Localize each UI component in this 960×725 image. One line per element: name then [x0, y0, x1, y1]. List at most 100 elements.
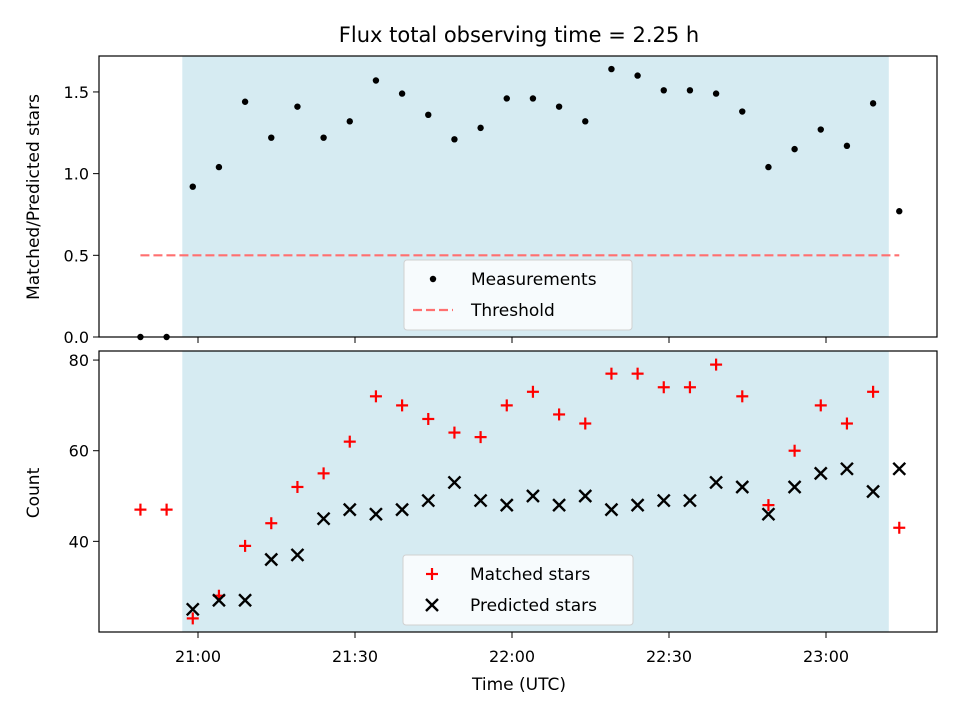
- measurement-point: [398, 90, 406, 97]
- matched-star-point: [448, 426, 461, 439]
- predicted-star-point: [604, 502, 619, 517]
- x-tick-label: 22:30: [646, 647, 692, 666]
- predicted-star-point: [473, 493, 488, 508]
- measurement-point: [320, 134, 327, 141]
- legend-box: [403, 259, 633, 331]
- predicted-star-point: [761, 507, 776, 522]
- measurement-point: [765, 163, 772, 171]
- matched-star-point: [343, 435, 356, 448]
- matched-star-point: [788, 444, 801, 457]
- predicted-star-point: [656, 493, 671, 508]
- matched-star-point: [631, 367, 644, 380]
- measurement-point: [712, 90, 720, 97]
- matched-star-point: [657, 381, 670, 394]
- measurement-point: [582, 118, 589, 125]
- predicted-star-point: [212, 593, 226, 608]
- measurement-point: [634, 72, 641, 79]
- measurement-point: [843, 142, 851, 150]
- measurement-point: [189, 183, 196, 190]
- legend-box: [402, 554, 634, 626]
- measurement-point: [660, 87, 667, 94]
- matched-star-point: [396, 399, 409, 412]
- matched-star-point: [369, 390, 382, 403]
- predicted-star-point: [683, 493, 697, 508]
- predicted-star-point: [185, 602, 200, 617]
- measurement-point: [686, 87, 694, 94]
- y-tick-label: 1.5: [64, 83, 89, 102]
- measurement-point: [294, 103, 301, 110]
- predicted-star-point: [499, 498, 514, 512]
- y-tick-label: 0.0: [64, 328, 89, 347]
- x-axis-label: Time (UTC): [471, 675, 566, 695]
- measurement-point: [817, 126, 824, 133]
- predicted-star-point: [421, 493, 436, 508]
- predicted-star-point: [735, 480, 750, 494]
- matched-star-point: [840, 417, 853, 430]
- predicted-star-point: [787, 480, 802, 494]
- top-y-axis-label: Matched/Predicted stars: [24, 94, 44, 300]
- matched-star-point: [526, 385, 539, 398]
- matched-star-point: [160, 503, 173, 516]
- bottom-panel: 40 60 80 21:00 21:30 22:00 22:30 23:00 Matched s…: [69, 350, 938, 666]
- matched-star-point: [710, 358, 723, 371]
- x-tick-label: 22:00: [489, 647, 535, 666]
- predicted-star-point: [578, 489, 593, 503]
- matched-star-point: [265, 517, 278, 530]
- predicted-star-point: [866, 484, 880, 499]
- matched-star-point: [422, 412, 435, 425]
- plot-frame: [98, 55, 938, 338]
- y-tick-label: 1.0: [64, 165, 89, 184]
- matched-star-point: [867, 385, 880, 398]
- measurement-point: [215, 163, 223, 171]
- measurement-point: [896, 208, 903, 215]
- predicted-star-point: [526, 489, 540, 503]
- measurement-point: [555, 103, 563, 110]
- measurement-point: [477, 124, 484, 132]
- predicted-star-point: [630, 498, 645, 512]
- matched-star-point: [134, 503, 147, 516]
- predicted-star-point: [813, 466, 828, 481]
- predicted-star-point: [447, 475, 462, 490]
- matched-star-point: [579, 417, 592, 430]
- matched-star-point: [605, 367, 618, 380]
- measurement-point: [529, 95, 537, 102]
- matched-star-point: [762, 499, 775, 512]
- predicted-star-point: [395, 502, 409, 517]
- x-tick-label: 21:00: [175, 647, 221, 666]
- legend-label: Threshold: [470, 301, 555, 321]
- y-tick-label: 40: [69, 532, 89, 551]
- measurement-point: [608, 65, 615, 73]
- legend-label: Matched stars: [470, 565, 590, 585]
- measurement-point: [739, 108, 746, 115]
- predicted-star-point: [342, 502, 357, 517]
- matched-star-point: [736, 390, 749, 403]
- legend-matched-swatch: [426, 568, 438, 580]
- measurement-point: [451, 136, 458, 143]
- measurement-point: [425, 111, 432, 119]
- predicted-star-point: [290, 548, 305, 562]
- legend-predicted-swatch: [425, 598, 439, 612]
- predicted-star-point: [552, 498, 566, 512]
- matched-star-point: [814, 399, 827, 412]
- matched-star-point: [186, 612, 199, 625]
- chart-title: Flux total observing time = 2.25 h: [339, 23, 699, 47]
- predicted-star-point: [238, 593, 252, 608]
- y-tick-label: 80: [69, 351, 89, 370]
- measurement-point: [241, 98, 249, 105]
- legend-label: Measurements: [471, 270, 597, 290]
- measurement-point: [503, 95, 510, 102]
- matched-star-point: [893, 521, 906, 534]
- measurement-point: [268, 134, 275, 141]
- measurement-point: [372, 77, 380, 84]
- y-tick-label: 0.5: [64, 246, 89, 265]
- matched-star-point: [553, 408, 566, 421]
- bottom-y-axis-label: Count: [24, 467, 44, 518]
- legend-measurement-swatch: [429, 275, 437, 283]
- x-tick-label: 23:00: [803, 647, 849, 666]
- predicted-star-point: [264, 552, 279, 567]
- x-tick-label: 21:30: [332, 647, 378, 666]
- measurement-point: [791, 145, 798, 153]
- predicted-star-point: [840, 461, 854, 476]
